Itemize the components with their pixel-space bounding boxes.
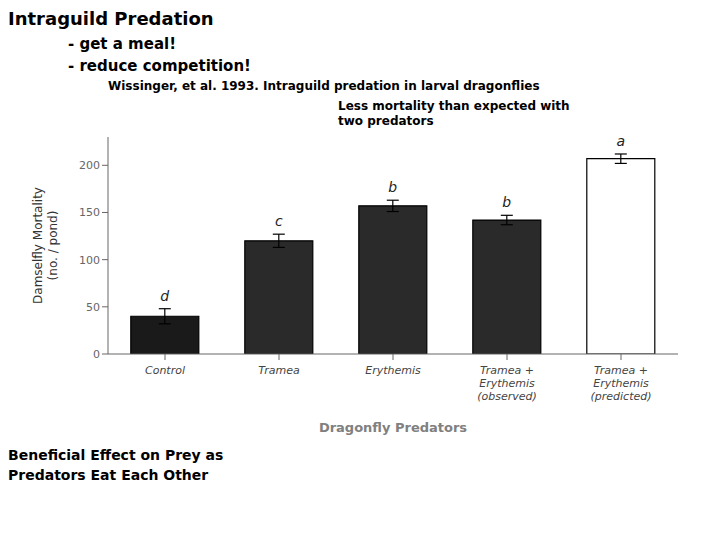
html-text:Beneficial Effect on Prey as: Beneficial Effect on Prey as [8,447,224,463]
svg-text:100: 100 [79,254,100,267]
svg-text:Damselfly Mortality(no. / pond: Damselfly Mortality(no. / pond) [31,187,60,304]
html-text:Less mortality than expected w: Less mortality than expected with [338,99,570,113]
svg-text:50: 50 [86,301,100,314]
svg-text:200: 200 [79,159,100,172]
svg-text:Tramea +Erythemis(observed): Tramea +Erythemis(observed) [477,364,537,403]
svg-text:0: 0 [93,348,100,361]
html-text:Intraguild Predation: Intraguild Predation [8,8,214,29]
svg-text:Tramea +Erythemis(predicted): Tramea +Erythemis(predicted) [590,364,651,403]
svg-text:150: 150 [79,206,100,219]
svg-text:Dragonfly Predators: Dragonfly Predators [319,420,467,435]
html-text:- get a meal!: - get a meal! [68,35,176,53]
html-text:Predators Eat Each Other: Predators Eat Each Other [8,467,209,483]
svg-text:Tramea: Tramea [258,364,300,377]
svg-text:d: d [160,288,169,304]
svg-text:Erythemis: Erythemis [365,364,421,377]
svg-text:b: b [502,194,511,210]
svg-text:a: a [617,133,626,149]
svg-text:c: c [275,213,283,229]
html-text:Wissinger, et al. 1993. Intrag: Wissinger, et al. 1993. Intraguild preda… [108,79,540,93]
html-text:two predators: two predators [338,114,434,128]
html-text:- reduce competition!: - reduce competition! [68,57,251,75]
svg-text:Control: Control [145,364,185,377]
svg-text:b: b [388,179,397,195]
